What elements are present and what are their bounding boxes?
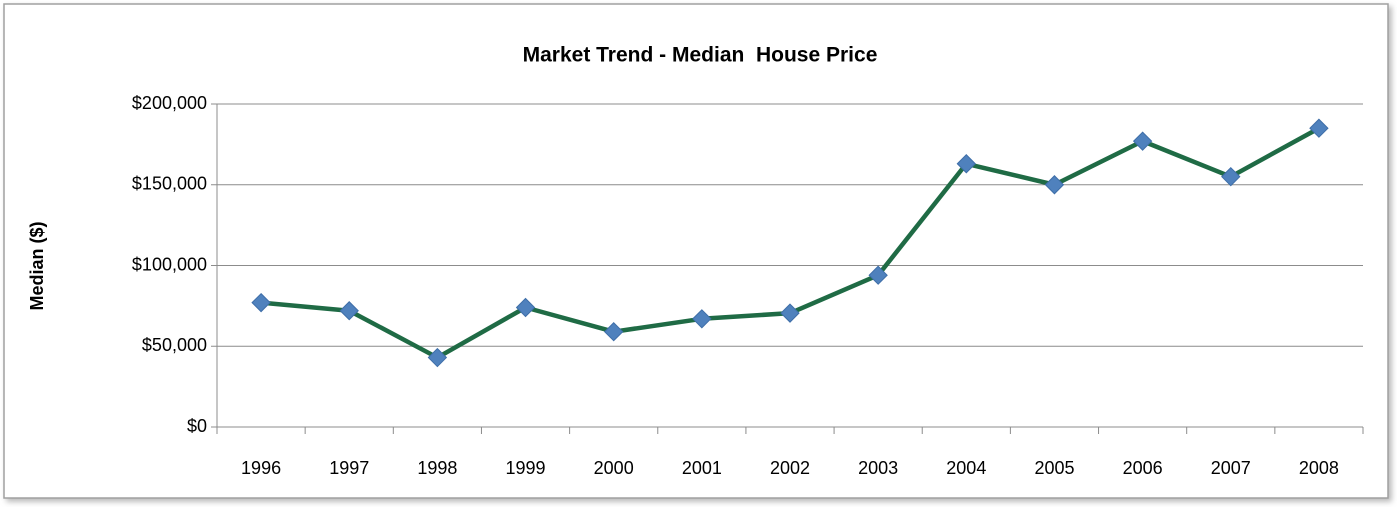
data-marker xyxy=(1309,118,1329,138)
x-tick-label: 2007 xyxy=(1211,458,1251,478)
data-marker xyxy=(1132,131,1153,151)
data-marker xyxy=(780,303,800,323)
data-marker xyxy=(603,322,624,342)
data-marker xyxy=(1221,166,1241,187)
y-tick-label: $200,000 xyxy=(132,93,207,113)
x-tick-label: 2001 xyxy=(682,458,722,478)
x-tick-label: 2005 xyxy=(1034,458,1074,478)
x-tick-label: 1997 xyxy=(329,458,369,478)
data-marker xyxy=(692,309,712,329)
data-marker xyxy=(251,292,271,313)
data-marker xyxy=(956,154,977,174)
x-tick-label: 1998 xyxy=(417,458,457,478)
x-tick-label: 2006 xyxy=(1123,458,1163,478)
x-tick-label: 2000 xyxy=(594,458,634,478)
x-tick-label: 2002 xyxy=(770,458,810,478)
y-tick-label: $50,000 xyxy=(142,335,207,355)
data-marker xyxy=(339,301,359,321)
y-tick-label: $100,000 xyxy=(132,254,207,274)
x-tick-label: 2003 xyxy=(858,458,898,478)
y-tick-label: $150,000 xyxy=(132,174,207,194)
x-tick-label: 1999 xyxy=(506,458,546,478)
y-tick-label: $0 xyxy=(187,416,207,436)
x-tick-label: 2008 xyxy=(1299,458,1339,478)
chart-frame xyxy=(3,3,1389,499)
chart-title: Market Trend - Median House Price xyxy=(523,44,878,67)
data-marker xyxy=(515,297,536,318)
y-axis-label: Median ($) xyxy=(27,221,47,310)
x-tick-label: 1996 xyxy=(241,458,281,478)
x-tick-label: 2004 xyxy=(946,458,986,478)
data-marker xyxy=(427,347,448,368)
data-marker xyxy=(1044,175,1065,195)
data-marker xyxy=(868,265,888,285)
